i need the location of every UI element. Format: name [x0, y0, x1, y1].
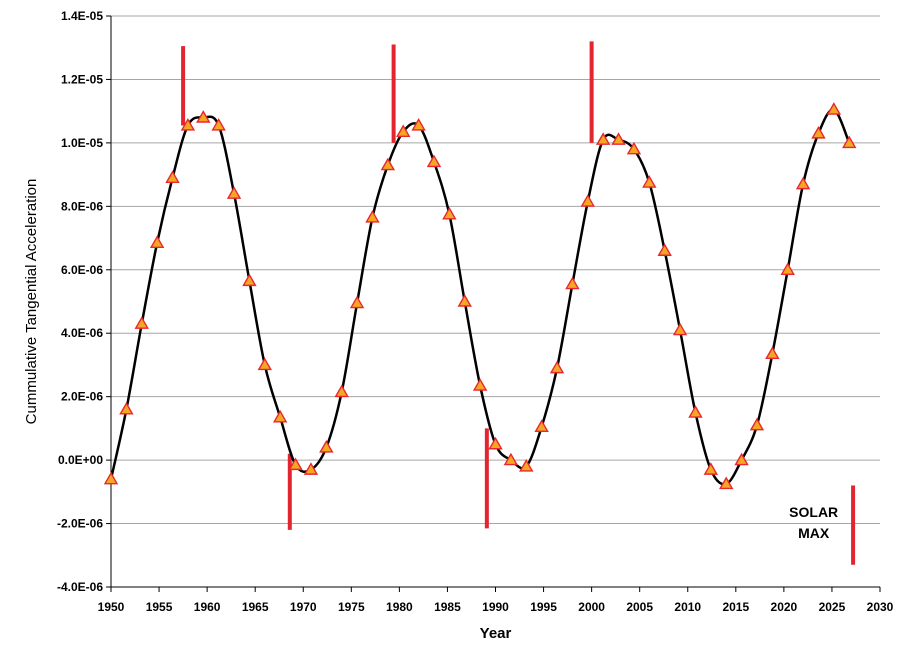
- x-tick-label: 1965: [242, 600, 269, 614]
- data-point: [657, 243, 672, 256]
- data-point: [472, 378, 488, 391]
- data-point: [672, 322, 688, 336]
- data-point: [795, 176, 811, 190]
- x-tick-label: 1975: [338, 600, 365, 614]
- y-tick-label: 1.4E-05: [61, 9, 103, 23]
- data-point: [503, 452, 519, 466]
- x-tick-label: 2020: [771, 600, 798, 614]
- data-point: [426, 154, 442, 168]
- data-point: [272, 409, 288, 423]
- x-tick-label: 1970: [290, 600, 317, 614]
- data-point: [380, 157, 396, 171]
- data-point: [257, 357, 273, 371]
- data-point: [319, 440, 334, 453]
- y-tick-label: 1.0E-05: [61, 136, 103, 150]
- data-point: [334, 384, 349, 398]
- annotations: SOLAR MAX: [789, 504, 838, 541]
- data-point: [611, 132, 626, 145]
- data-point: [811, 125, 826, 139]
- data-point: [826, 102, 842, 115]
- data-point: [303, 462, 319, 475]
- data-point: [149, 235, 165, 249]
- data-point: [703, 462, 719, 475]
- x-tick-label: 1955: [146, 600, 173, 614]
- data-point: [565, 276, 580, 290]
- y-tick-label: 2.0E-06: [61, 390, 103, 404]
- data-point: [119, 401, 134, 415]
- data-point: [165, 170, 180, 183]
- data-point: [288, 457, 303, 471]
- data-point: [442, 206, 457, 220]
- data-point: [349, 295, 365, 309]
- x-tick-label: 2015: [722, 600, 749, 614]
- data-point: [226, 186, 242, 199]
- data-point: [396, 124, 411, 137]
- data-point: [519, 459, 534, 472]
- data-point: [103, 471, 119, 485]
- x-tick-label: 1980: [386, 600, 413, 614]
- x-tick-label: 1990: [482, 600, 509, 614]
- annotation-text: MAX: [798, 525, 830, 541]
- data-point: [534, 419, 549, 433]
- x-tick-label: 1985: [434, 600, 461, 614]
- series-points: [103, 102, 857, 490]
- data-point: [749, 417, 765, 431]
- y-tick-label: 8.0E-06: [61, 199, 103, 213]
- data-point: [688, 405, 703, 418]
- y-tick-label: -4.0E-06: [57, 580, 103, 594]
- data-point: [488, 436, 503, 450]
- solar-max-markers: [181, 41, 856, 565]
- gridlines: [111, 15, 880, 588]
- x-axis-title: Year: [480, 625, 512, 642]
- annotation-text: SOLAR: [789, 504, 838, 520]
- axes: [106, 15, 881, 592]
- data-point: [211, 118, 226, 131]
- data-point: [718, 476, 734, 490]
- x-tick-label: 2025: [819, 600, 846, 614]
- y-tick-label: -2.0E-06: [57, 517, 103, 531]
- y-tick-label: 0.0E+00: [58, 453, 103, 467]
- x-tick-label: 2010: [674, 600, 701, 614]
- y-tick-label: 6.0E-06: [61, 263, 103, 277]
- data-point: [365, 210, 380, 223]
- x-tick-label: 1995: [530, 600, 557, 614]
- data-point: [457, 294, 472, 307]
- data-point: [642, 175, 657, 188]
- data-point: [765, 346, 780, 360]
- x-tick-label: 1950: [98, 600, 125, 614]
- x-tick-label: 2005: [626, 600, 653, 614]
- y-axis-title: Cummulative Tangential Acceleration: [23, 179, 40, 425]
- tick-labels: -4.0E-06 -2.0E-06 0.0E+00 2.0E-06 4.0E-06 6.0…: [57, 9, 894, 614]
- data-point: [580, 194, 595, 207]
- data-point: [842, 135, 857, 149]
- x-tick-label: 2030: [867, 600, 894, 614]
- data-point: [780, 262, 795, 275]
- data-point: [180, 118, 196, 131]
- data-point: [549, 360, 565, 374]
- x-tick-label: 2000: [578, 600, 605, 614]
- data-point: [196, 110, 211, 123]
- data-point: [411, 118, 426, 131]
- y-tick-label: 4.0E-06: [61, 326, 103, 340]
- data-point: [734, 452, 749, 466]
- y-tick-label: 1.2E-05: [61, 72, 103, 86]
- x-tick-label: 1960: [194, 600, 221, 614]
- data-point: [134, 316, 149, 329]
- data-point: [595, 132, 611, 145]
- data-point: [242, 273, 257, 287]
- data-point: [626, 141, 642, 155]
